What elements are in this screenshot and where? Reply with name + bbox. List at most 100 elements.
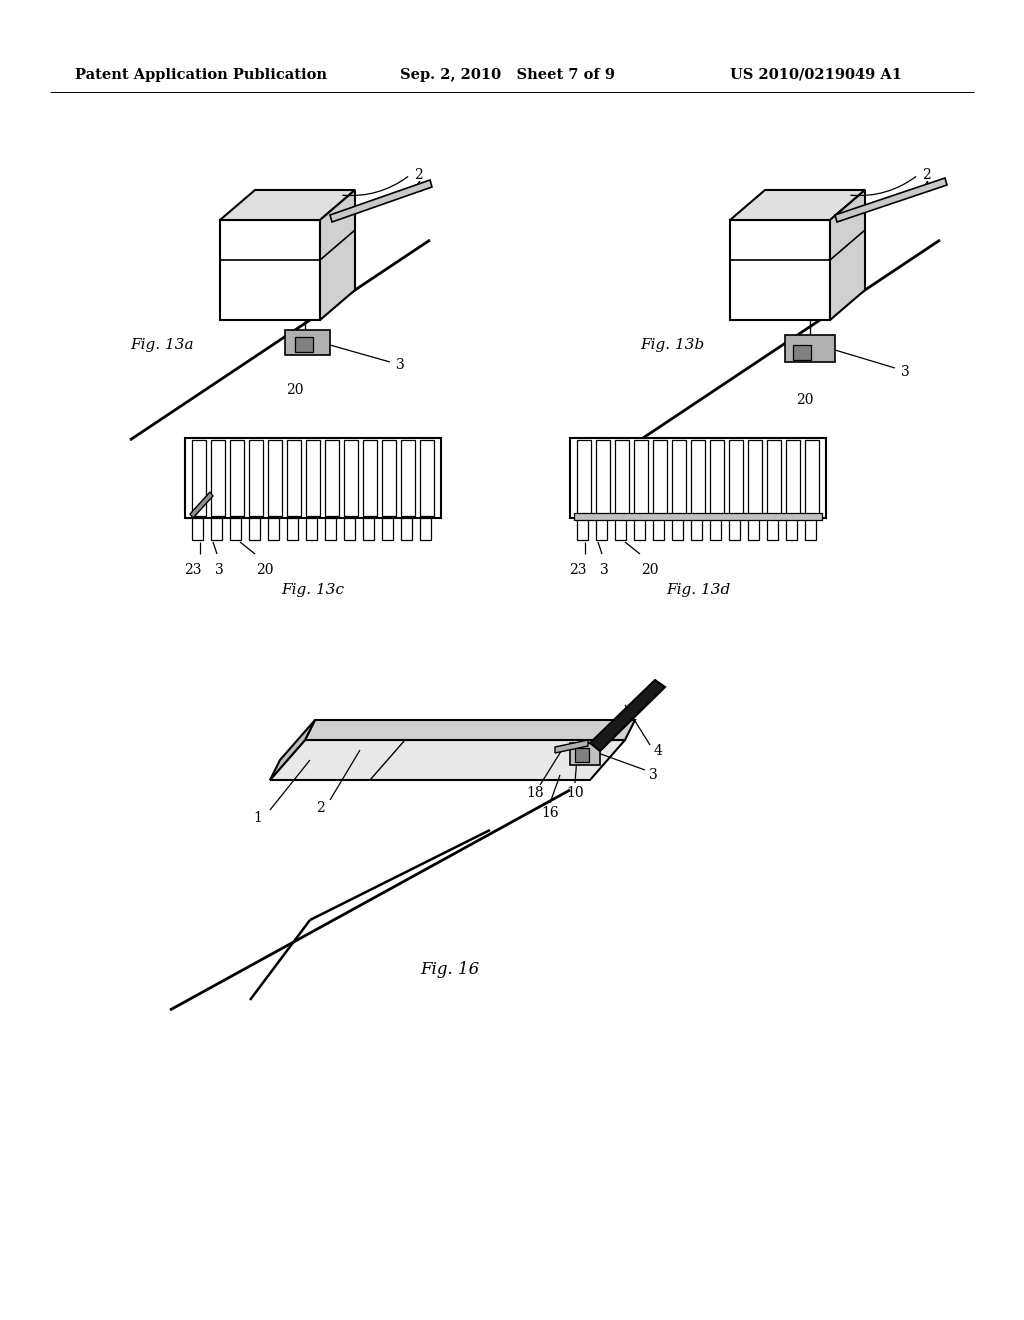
Polygon shape	[835, 178, 947, 222]
Bar	[577, 517, 588, 540]
Bar	[793, 345, 811, 360]
Bar	[748, 517, 759, 540]
Bar	[710, 517, 721, 540]
Bar	[306, 440, 319, 516]
Text: 20: 20	[287, 383, 304, 397]
Text: 1: 1	[254, 810, 262, 825]
Bar	[570, 438, 826, 517]
Bar	[287, 440, 301, 516]
Polygon shape	[319, 190, 355, 319]
Bar	[767, 517, 778, 540]
Bar	[596, 440, 610, 516]
Bar	[193, 440, 206, 516]
Text: Fig. 13b: Fig. 13b	[640, 338, 705, 352]
Bar	[344, 440, 358, 516]
Polygon shape	[270, 741, 625, 780]
Polygon shape	[330, 180, 432, 222]
Text: 2: 2	[414, 168, 422, 182]
Bar	[306, 517, 317, 540]
Text: Fig. 13d: Fig. 13d	[666, 583, 730, 597]
Bar	[249, 440, 263, 516]
Bar	[577, 440, 591, 516]
Bar	[574, 513, 822, 520]
Bar	[691, 440, 705, 516]
Text: 3: 3	[215, 564, 223, 577]
Polygon shape	[590, 680, 665, 751]
Bar	[672, 517, 683, 540]
Polygon shape	[555, 741, 588, 752]
Text: 4: 4	[922, 181, 931, 195]
Bar	[211, 440, 225, 516]
Polygon shape	[730, 220, 830, 319]
Bar	[729, 517, 740, 540]
Bar	[634, 517, 645, 540]
Bar	[767, 440, 781, 516]
Polygon shape	[785, 335, 835, 362]
Polygon shape	[220, 190, 355, 220]
Polygon shape	[270, 719, 315, 780]
Bar	[710, 440, 724, 516]
Bar	[729, 440, 743, 516]
Bar	[401, 517, 412, 540]
Bar	[325, 517, 336, 540]
Text: 3: 3	[648, 768, 657, 781]
Bar	[268, 517, 279, 540]
Bar	[420, 517, 431, 540]
Text: Fig. 13a: Fig. 13a	[130, 338, 194, 352]
Bar	[344, 517, 355, 540]
Bar	[382, 440, 396, 516]
Bar	[268, 440, 282, 516]
Bar	[230, 517, 241, 540]
Bar	[653, 440, 667, 516]
Bar	[786, 517, 797, 540]
Polygon shape	[220, 220, 319, 319]
Text: Sep. 2, 2010   Sheet 7 of 9: Sep. 2, 2010 Sheet 7 of 9	[400, 69, 615, 82]
Bar	[230, 440, 244, 516]
Polygon shape	[570, 743, 600, 766]
Text: 23: 23	[184, 564, 202, 577]
Polygon shape	[190, 492, 213, 517]
Bar	[634, 440, 648, 516]
Bar	[362, 440, 377, 516]
Text: 2: 2	[315, 801, 325, 814]
Bar	[211, 517, 222, 540]
Bar	[653, 517, 664, 540]
Bar	[805, 440, 819, 516]
Bar	[805, 517, 816, 540]
Polygon shape	[830, 190, 865, 319]
Bar	[193, 517, 203, 540]
Bar	[672, 440, 686, 516]
Text: 20: 20	[256, 564, 273, 577]
Polygon shape	[285, 330, 330, 355]
Text: 3: 3	[395, 358, 404, 372]
Bar	[420, 440, 434, 516]
Text: 4: 4	[414, 181, 423, 195]
Bar	[295, 337, 313, 352]
Bar	[401, 440, 415, 516]
Bar	[615, 517, 626, 540]
Bar	[615, 440, 629, 516]
Polygon shape	[730, 190, 865, 220]
Bar	[287, 517, 298, 540]
Bar	[786, 440, 800, 516]
Text: 4: 4	[653, 744, 663, 758]
Bar	[596, 517, 607, 540]
Text: 3: 3	[600, 564, 608, 577]
Text: 16: 16	[542, 807, 559, 820]
Polygon shape	[305, 719, 635, 741]
Bar	[325, 440, 339, 516]
Text: 23: 23	[569, 564, 587, 577]
Bar	[575, 748, 589, 762]
Text: Fig. 16: Fig. 16	[421, 961, 479, 978]
Text: 2: 2	[922, 168, 931, 182]
Bar	[185, 438, 441, 517]
Bar	[249, 517, 260, 540]
Text: Fig. 13c: Fig. 13c	[282, 583, 344, 597]
Text: 18: 18	[526, 785, 544, 800]
Text: US 2010/0219049 A1: US 2010/0219049 A1	[730, 69, 902, 82]
Text: 10: 10	[566, 785, 584, 800]
Bar	[748, 440, 762, 516]
Text: 20: 20	[797, 393, 814, 407]
Text: 20: 20	[641, 564, 658, 577]
Text: Patent Application Publication: Patent Application Publication	[75, 69, 327, 82]
